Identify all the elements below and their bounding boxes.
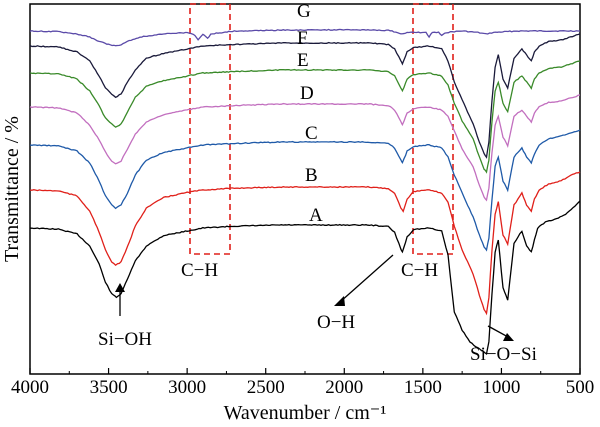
x-tick-label: 3500 [90, 377, 128, 398]
ch-region-box-1 [189, 3, 231, 255]
series-label-A: A [309, 205, 323, 226]
series-label-E: E [297, 50, 309, 71]
siosi-arrowhead [503, 333, 514, 341]
series-label-F: F [297, 28, 308, 49]
sioh-label: Si−OH [98, 329, 152, 350]
series-line-E [29, 60, 581, 174]
x-tick-label: 1500 [404, 377, 442, 398]
ch-label-1: C−H [181, 260, 218, 281]
series-line-G [29, 28, 580, 47]
sioh-arrowhead [115, 283, 125, 292]
x-axis-title: Wavenumber / cm⁻¹ [224, 402, 387, 424]
series-line-F [29, 33, 581, 159]
siosi-label: Si−O−Si [470, 344, 537, 365]
series-label-B: B [305, 165, 318, 186]
y-axis-title: Transmittance / % [1, 116, 23, 262]
ch-label-2: C−H [401, 260, 438, 281]
oh-label: O−H [317, 312, 355, 333]
x-tick-label: 2500 [247, 377, 285, 398]
series-line-B [29, 171, 581, 316]
ch-region-box-2 [412, 3, 454, 255]
x-tick-label: 1000 [482, 377, 520, 398]
series-label-G: G [297, 1, 311, 22]
x-axis: 4000 3500 3000 2500 2000 1500 1000 500 [11, 368, 594, 398]
x-tick-label: 3000 [168, 377, 206, 398]
series-line-C [29, 129, 581, 252]
oh-arrow [339, 254, 394, 303]
series-label-D: D [300, 83, 314, 104]
x-tick-label: 500 [566, 377, 595, 398]
x-tick-label: 4000 [11, 377, 49, 398]
series-layer [29, 28, 581, 356]
series-label-C: C [305, 123, 318, 144]
series-line-D [29, 94, 581, 202]
oh-arrowhead [334, 296, 345, 306]
x-tick-label: 2000 [325, 377, 363, 398]
